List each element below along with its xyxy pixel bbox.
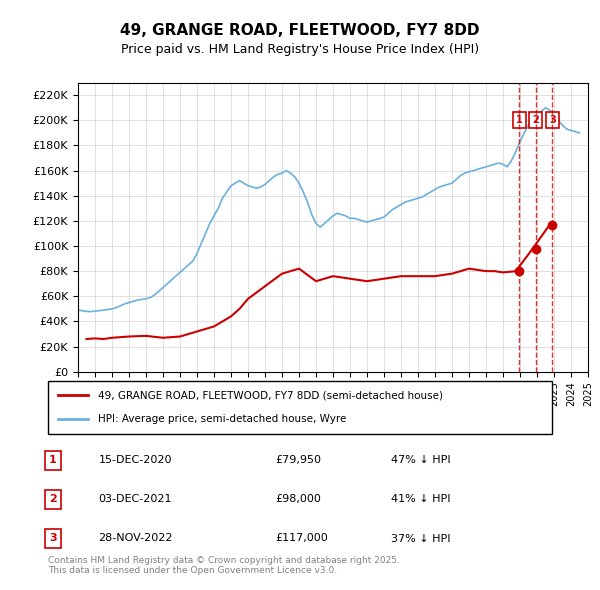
Text: 15-DEC-2020: 15-DEC-2020 bbox=[98, 455, 172, 466]
Text: HPI: Average price, semi-detached house, Wyre: HPI: Average price, semi-detached house,… bbox=[98, 414, 347, 424]
Text: 1: 1 bbox=[49, 455, 57, 466]
FancyBboxPatch shape bbox=[48, 381, 552, 434]
Text: 03-DEC-2021: 03-DEC-2021 bbox=[98, 494, 172, 504]
Text: 41% ↓ HPI: 41% ↓ HPI bbox=[391, 494, 450, 504]
Text: 3: 3 bbox=[549, 115, 556, 125]
Text: 49, GRANGE ROAD, FLEETWOOD, FY7 8DD (semi-detached house): 49, GRANGE ROAD, FLEETWOOD, FY7 8DD (sem… bbox=[98, 391, 443, 401]
Text: Contains HM Land Registry data © Crown copyright and database right 2025.
This d: Contains HM Land Registry data © Crown c… bbox=[48, 556, 400, 575]
Text: 28-NOV-2022: 28-NOV-2022 bbox=[98, 533, 173, 543]
Text: 1: 1 bbox=[516, 115, 523, 125]
Text: 37% ↓ HPI: 37% ↓ HPI bbox=[391, 533, 450, 543]
Text: 47% ↓ HPI: 47% ↓ HPI bbox=[391, 455, 451, 466]
Text: £79,950: £79,950 bbox=[275, 455, 321, 466]
Text: 2: 2 bbox=[49, 494, 57, 504]
Text: £117,000: £117,000 bbox=[275, 533, 328, 543]
Text: 3: 3 bbox=[49, 533, 57, 543]
Text: Price paid vs. HM Land Registry's House Price Index (HPI): Price paid vs. HM Land Registry's House … bbox=[121, 43, 479, 56]
Text: 2: 2 bbox=[532, 115, 539, 125]
Text: £98,000: £98,000 bbox=[275, 494, 320, 504]
Text: 49, GRANGE ROAD, FLEETWOOD, FY7 8DD: 49, GRANGE ROAD, FLEETWOOD, FY7 8DD bbox=[120, 24, 480, 38]
